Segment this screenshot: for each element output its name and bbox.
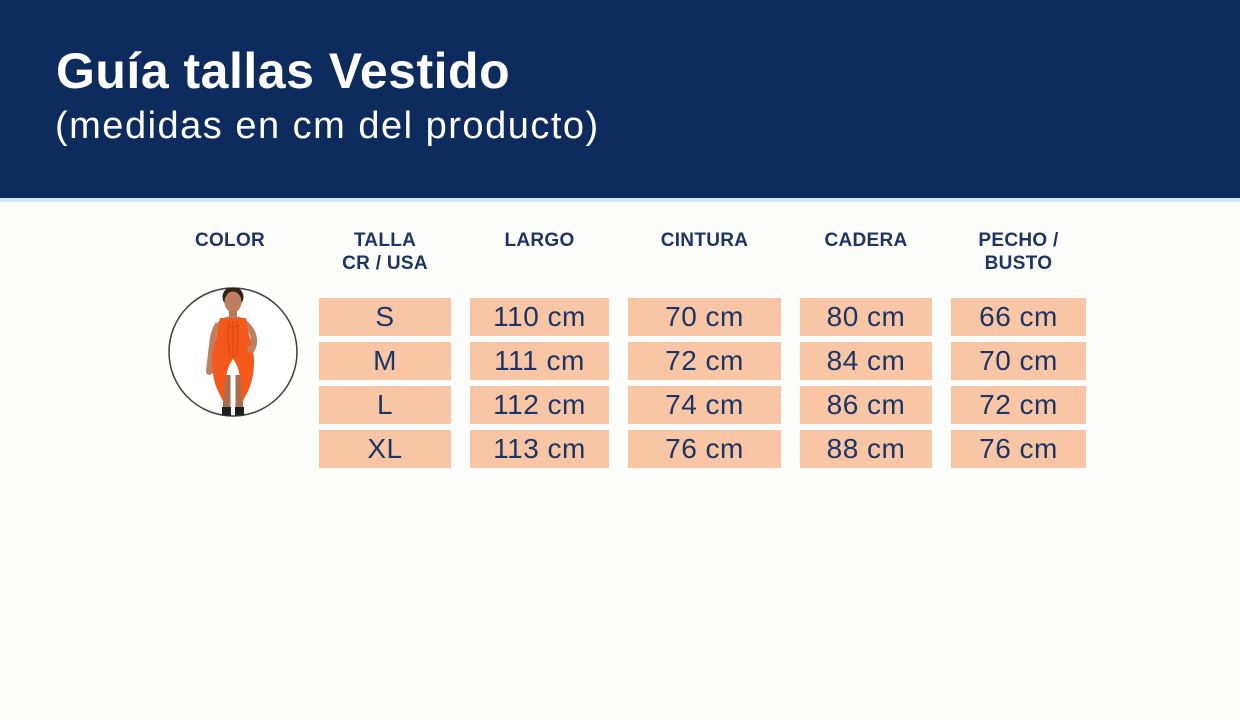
cell-cintura: 76 cm [628,430,781,468]
cell-pecho-busto: 70 cm [951,342,1086,380]
cell-cadera: 84 cm [800,342,932,380]
cell-cintura: 74 cm [628,386,781,424]
cell-cadera: 86 cm [800,386,932,424]
cell-cintura: 72 cm [628,342,781,380]
column-header-largo: LARGO [470,222,609,292]
cell-talla: S [319,298,451,336]
cell-cadera: 88 cm [800,430,932,468]
column-header-text: CADERA [824,230,908,251]
column-header-cadera: CADERA [800,222,932,292]
cell-pecho-busto: 66 cm [951,298,1086,336]
header-banner: Guía tallas Vestido (medidas en cm del p… [0,0,1240,198]
header-accent-line [0,198,1240,202]
column-header-color: COLOR [160,222,300,292]
cell-largo: 112 cm [470,386,609,424]
column-header-text: TALLA [353,230,417,251]
cell-largo: 110 cm [470,298,609,336]
page-title: Guía tallas Vestido [56,43,511,99]
cell-cintura: 70 cm [628,298,781,336]
column-header-pecho-busto: PECHO / BUSTO [951,222,1086,292]
cell-pecho-busto: 72 cm [951,386,1086,424]
size-guide-table: COLOR TALLA CR / USA LARGO CINTURA CADER… [160,222,1086,468]
cell-largo: 111 cm [470,342,609,380]
column-header-text: LARGO [504,230,575,251]
cell-cadera: 80 cm [800,298,932,336]
column-header-text: CINTURA [660,230,749,251]
cell-talla: M [319,342,451,380]
cell-talla: L [319,386,451,424]
cell-talla: XL [319,430,451,468]
cell-pecho-busto: 76 cm [951,430,1086,468]
page-subtitle: (medidas en cm del producto) [55,105,600,147]
column-header-text-line2: BUSTO [984,252,1053,274]
column-header-text-line2: CR / USA [342,252,428,274]
column-header-cintura: CINTURA [628,222,781,292]
dress-photo [168,287,298,417]
column-header-talla: TALLA CR / USA [319,222,451,292]
cell-largo: 113 cm [470,430,609,468]
color-swatch [166,285,300,419]
column-header-text: COLOR [194,230,266,251]
column-header-text: PECHO / [978,230,1059,251]
